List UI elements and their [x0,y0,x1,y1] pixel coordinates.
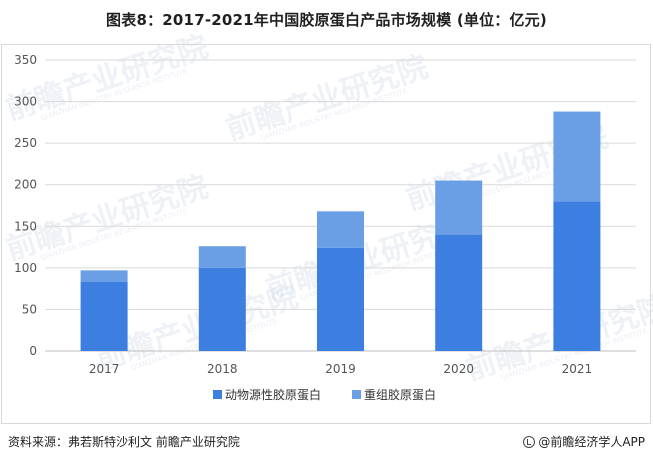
bar-recombinant-collagen-2017 [80,270,128,282]
source-note: 资料来源：弗若斯特沙利文 前瞻产业研究院 [8,435,240,449]
bar-recombinant-collagen-2019 [317,211,364,248]
y-tick-label: 250 [14,136,37,150]
y-tick-label: 350 [14,53,37,67]
brand-text: @前瞻经济学人APP [538,435,645,449]
y-tick-label: 50 [22,302,37,316]
y-tick-label: 150 [14,219,37,233]
chart-title: 图表8：2017-2021年中国胶原蛋白产品市场规模 (单位：亿元) [106,11,547,29]
x-tick-label: 2020 [443,362,474,376]
bar-animal-collagen-2019 [317,247,364,351]
chart-frame [1,44,651,424]
watermark-text: 前瞻产业研究院 [222,49,433,147]
y-axis-ticks: 0 50 100 150 200 250 300 350 [14,53,37,358]
bar-recombinant-collagen-2021 [553,111,601,202]
legend-swatch [352,390,361,399]
y-tick-label: 100 [14,261,37,275]
watermark-text: 前瞻产业研究院 [2,29,213,127]
x-tick-label: 2019 [325,362,356,376]
bar-animal-collagen-2018 [198,267,246,351]
x-tick-label: 2021 [562,362,593,376]
legend-swatch [213,390,222,399]
bar-animal-collagen-2020 [435,234,483,351]
bar-animal-collagen-2021 [553,201,601,351]
bars-group [80,111,601,351]
y-tick-label: 200 [14,178,37,192]
y-tick-label: 300 [14,95,37,109]
bar-animal-collagen-2017 [80,281,128,351]
bar-recombinant-collagen-2020 [435,180,483,235]
brand-logo-icon [523,435,536,448]
y-tick-label: 0 [29,344,37,358]
legend-label: 动物源性胶原蛋白 [225,387,321,402]
x-tick-label: 2018 [207,362,238,376]
x-tick-label: 2017 [89,362,120,376]
x-axis-ticks: 2017 2018 2019 2020 2021 [89,362,592,376]
legend-label: 重组胶原蛋白 [364,387,436,402]
legend: 动物源性胶原蛋白 重组胶原蛋白 [213,387,436,402]
brand-credit: @前瞻经济学人APP [523,433,645,450]
bar-recombinant-collagen-2018 [198,246,246,268]
